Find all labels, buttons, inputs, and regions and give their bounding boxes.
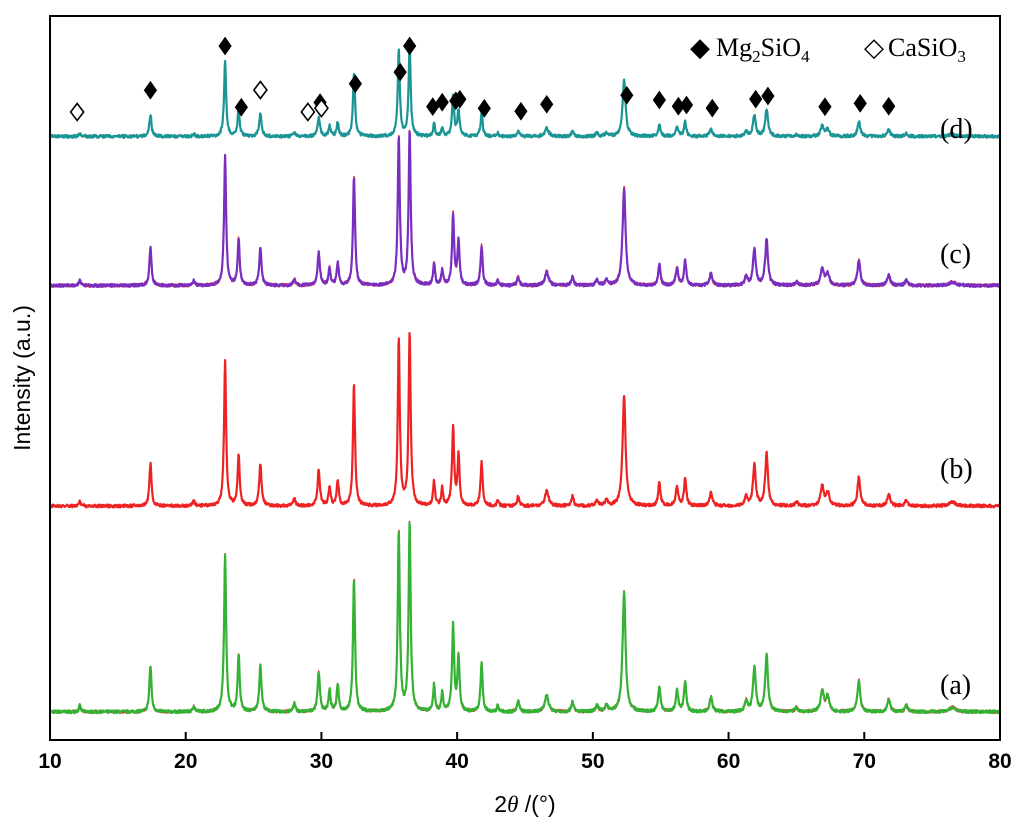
mg2sio4-marker	[348, 74, 362, 94]
legend: ◆ Mg2SiO4 ◇ CaSiO3	[690, 33, 966, 66]
marker-group	[69, 36, 896, 122]
mg2sio4-marker	[882, 96, 896, 116]
mg2sio4-marker	[453, 89, 467, 109]
series-line	[49, 332, 1001, 509]
mg2sio4-marker	[218, 36, 232, 56]
trace-label-d: (d)	[940, 114, 973, 145]
x-tick-label: 10	[38, 750, 61, 773]
mg2sio4-filled-diamond-icon: ◆	[690, 33, 710, 62]
x-tick-label: 40	[445, 750, 468, 773]
trace-group	[48, 44, 1001, 715]
trace-label-a: (a)	[940, 670, 971, 701]
x-tick-label: 80	[988, 750, 1011, 773]
x-tick-label: 60	[717, 750, 740, 773]
legend-mg2sio4: ◆ Mg2SiO4	[690, 33, 810, 66]
x-tick-label: 30	[310, 750, 333, 773]
mg2sio4-marker	[514, 101, 528, 121]
mg2sio4-marker	[143, 80, 158, 100]
series-line	[49, 44, 1001, 139]
x-axis-title: 2θ /(°)	[494, 791, 555, 817]
mg2sio4-marker	[477, 98, 491, 118]
casio3-open-diamond-icon: ◇	[864, 33, 884, 62]
y-axis-title: Intensity (a.u.)	[9, 305, 35, 451]
series-line	[48, 521, 1001, 715]
casio3-marker	[69, 102, 85, 122]
mg2sio4-marker	[818, 97, 832, 117]
mg2sio4-marker	[705, 98, 719, 118]
plot-frame	[49, 15, 1001, 741]
trace-label-b: (b)	[940, 454, 973, 485]
mg2sio4-marker	[652, 90, 666, 110]
mg2sio4-marker	[761, 86, 775, 106]
mg2sio4-marker	[749, 89, 763, 109]
x-tick-label: 70	[853, 750, 876, 773]
casio3-marker	[252, 80, 268, 100]
mg2sio4-marker	[853, 94, 867, 113]
series-line	[48, 130, 1001, 288]
legend-casio3: ◇ CaSiO3	[864, 33, 966, 66]
mg2sio4-marker	[620, 85, 634, 105]
mg2sio4-marker	[679, 95, 694, 115]
casio3-marker	[313, 98, 329, 118]
mg2sio4-marker	[234, 97, 248, 117]
trace-label-c: (c)	[940, 239, 971, 270]
mg2sio4-marker	[393, 62, 407, 82]
x-tick-label: 20	[174, 750, 197, 773]
x-tick-label: 50	[581, 750, 604, 773]
casio3-marker	[300, 102, 316, 122]
mg2sio4-marker	[435, 92, 449, 112]
mg2sio4-marker	[403, 36, 417, 56]
mg2sio4-marker	[540, 94, 554, 114]
x-axis: 10 20 30 40 50 60 70 80	[38, 732, 1012, 773]
